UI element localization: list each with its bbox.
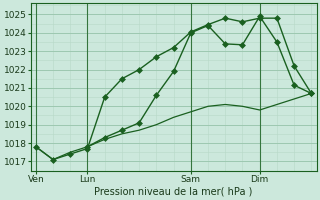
X-axis label: Pression niveau de la mer( hPa ): Pression niveau de la mer( hPa ) (94, 187, 253, 197)
